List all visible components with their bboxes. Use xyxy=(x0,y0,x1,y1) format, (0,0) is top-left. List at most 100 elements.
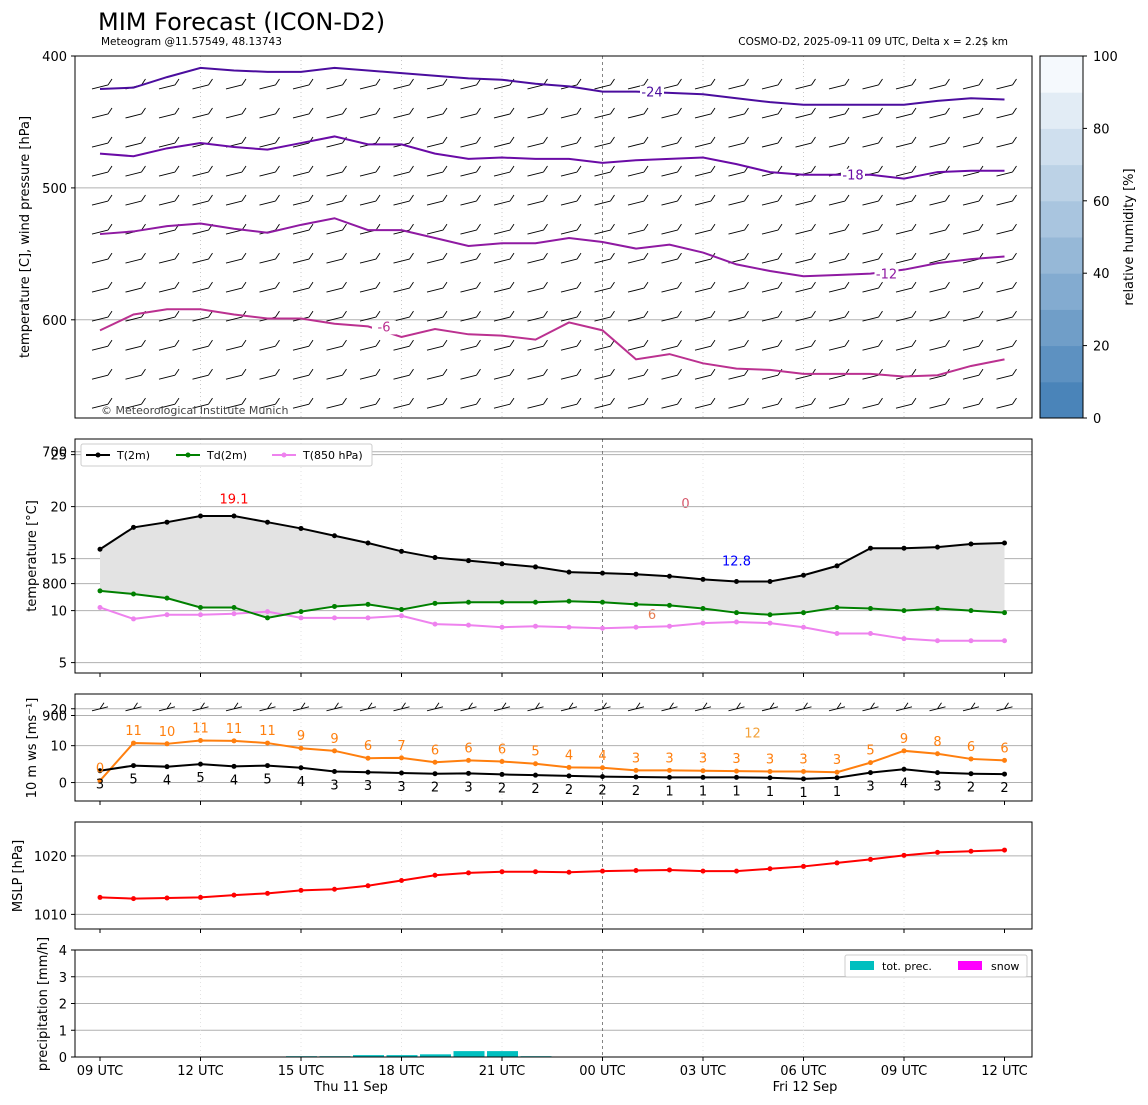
t2m-point xyxy=(734,578,739,584)
mean-wind-point xyxy=(901,766,907,772)
t850-point xyxy=(332,615,337,621)
wind-barb-10m xyxy=(326,702,343,712)
wind-barb xyxy=(694,310,716,322)
wind-barb xyxy=(427,514,447,524)
gust-value-label: 3 xyxy=(766,752,774,767)
wind-barb xyxy=(192,281,213,293)
dewpoint-spread-fill xyxy=(100,515,1005,618)
colorbar-tick-label: 60 xyxy=(1093,195,1110,210)
wind-barb xyxy=(426,194,448,206)
wind-barb xyxy=(292,107,314,119)
wind-barb xyxy=(259,252,280,264)
wind-barb xyxy=(962,223,984,235)
mean-wind-point xyxy=(935,770,940,776)
wind-barb xyxy=(661,339,682,351)
wind-barb xyxy=(125,339,146,351)
temperature-contour xyxy=(99,308,1005,378)
wind-barb xyxy=(996,78,1017,90)
wind-barb xyxy=(126,485,146,495)
wind-barb xyxy=(762,659,782,669)
t2m-point xyxy=(399,548,404,554)
gust-value-label: 6 xyxy=(498,743,506,758)
t850-point xyxy=(298,615,304,621)
wind-barb xyxy=(996,107,1017,119)
wind-barb xyxy=(728,223,749,235)
gust-point xyxy=(499,759,505,765)
t850-point xyxy=(265,609,270,615)
wind-barb xyxy=(125,194,146,206)
t2m-point xyxy=(265,519,270,525)
wind-barb xyxy=(828,136,850,148)
wind-barb xyxy=(494,456,514,466)
wind-barb xyxy=(560,165,582,177)
wind-barb xyxy=(829,688,849,698)
wind-barb xyxy=(863,427,883,437)
wind-barb xyxy=(393,281,414,293)
mean-wind-line xyxy=(99,763,1005,780)
wind-barb xyxy=(494,514,514,524)
wind-barb xyxy=(560,339,582,351)
wind-barb xyxy=(91,368,113,380)
wind-barb xyxy=(159,485,179,495)
wind-barb xyxy=(828,397,850,409)
mean-wind-value-label: 4 xyxy=(900,776,908,791)
wind-barb xyxy=(561,427,581,437)
t2m-point xyxy=(97,546,103,552)
t2m-point xyxy=(533,564,538,570)
wind-barb xyxy=(527,310,548,322)
gust-point xyxy=(734,768,739,774)
wind-barb xyxy=(729,630,749,640)
wind-barb xyxy=(192,310,213,322)
wind-barb xyxy=(192,194,213,206)
mean-wind-point xyxy=(131,763,136,769)
wind-barb xyxy=(126,630,146,640)
wind-barb xyxy=(360,688,380,698)
wind-barb xyxy=(527,397,548,409)
wind-barb xyxy=(461,543,481,553)
gust-point xyxy=(600,765,605,771)
mean-wind-point xyxy=(231,763,237,769)
wind-barb xyxy=(761,368,783,380)
wind-barb xyxy=(628,688,648,698)
wind-barb xyxy=(91,107,113,119)
wind-barb xyxy=(962,281,984,293)
gust-value-label: 7 xyxy=(397,739,405,754)
mslp-point xyxy=(432,872,438,878)
wind-barb xyxy=(962,339,984,351)
wind-barb-10m xyxy=(828,702,846,712)
wind-barb xyxy=(796,427,816,437)
wind-barb xyxy=(460,368,481,380)
wind-barb xyxy=(292,397,314,409)
wind-barb xyxy=(394,659,414,669)
precip-bar xyxy=(353,1055,384,1057)
wind-barb xyxy=(226,688,246,698)
wind-barb xyxy=(494,543,514,553)
gust-point xyxy=(968,756,974,762)
wind-barb xyxy=(595,456,615,466)
wind-barb xyxy=(528,717,548,727)
contour-label: -12 xyxy=(876,268,897,283)
wind-barb xyxy=(695,456,715,466)
gust-value-label: 3 xyxy=(833,753,841,768)
wind-barb-10m xyxy=(929,702,946,712)
gust-point xyxy=(868,760,873,766)
wind-barb xyxy=(962,310,984,322)
wind-barb xyxy=(795,339,816,351)
mean-wind-point xyxy=(499,771,505,777)
wind-barb xyxy=(594,136,615,148)
contour-label: -24 xyxy=(641,86,662,101)
wind-barb xyxy=(695,688,715,698)
mean-wind-point xyxy=(968,771,974,777)
wind-barb xyxy=(158,368,180,380)
wind-barb xyxy=(895,310,917,322)
temperature-extreme-label: 12.8 xyxy=(722,555,751,570)
t2m-point xyxy=(332,533,337,539)
colorbar-band xyxy=(1040,200,1083,238)
wind-barb xyxy=(91,136,113,148)
wind-barb xyxy=(359,397,381,409)
wind-barb xyxy=(427,456,447,466)
xtick-label: 09 UTC xyxy=(77,1064,123,1079)
mean-wind-point xyxy=(164,764,170,770)
wind-barb xyxy=(327,688,347,698)
wind-barb xyxy=(326,165,347,177)
